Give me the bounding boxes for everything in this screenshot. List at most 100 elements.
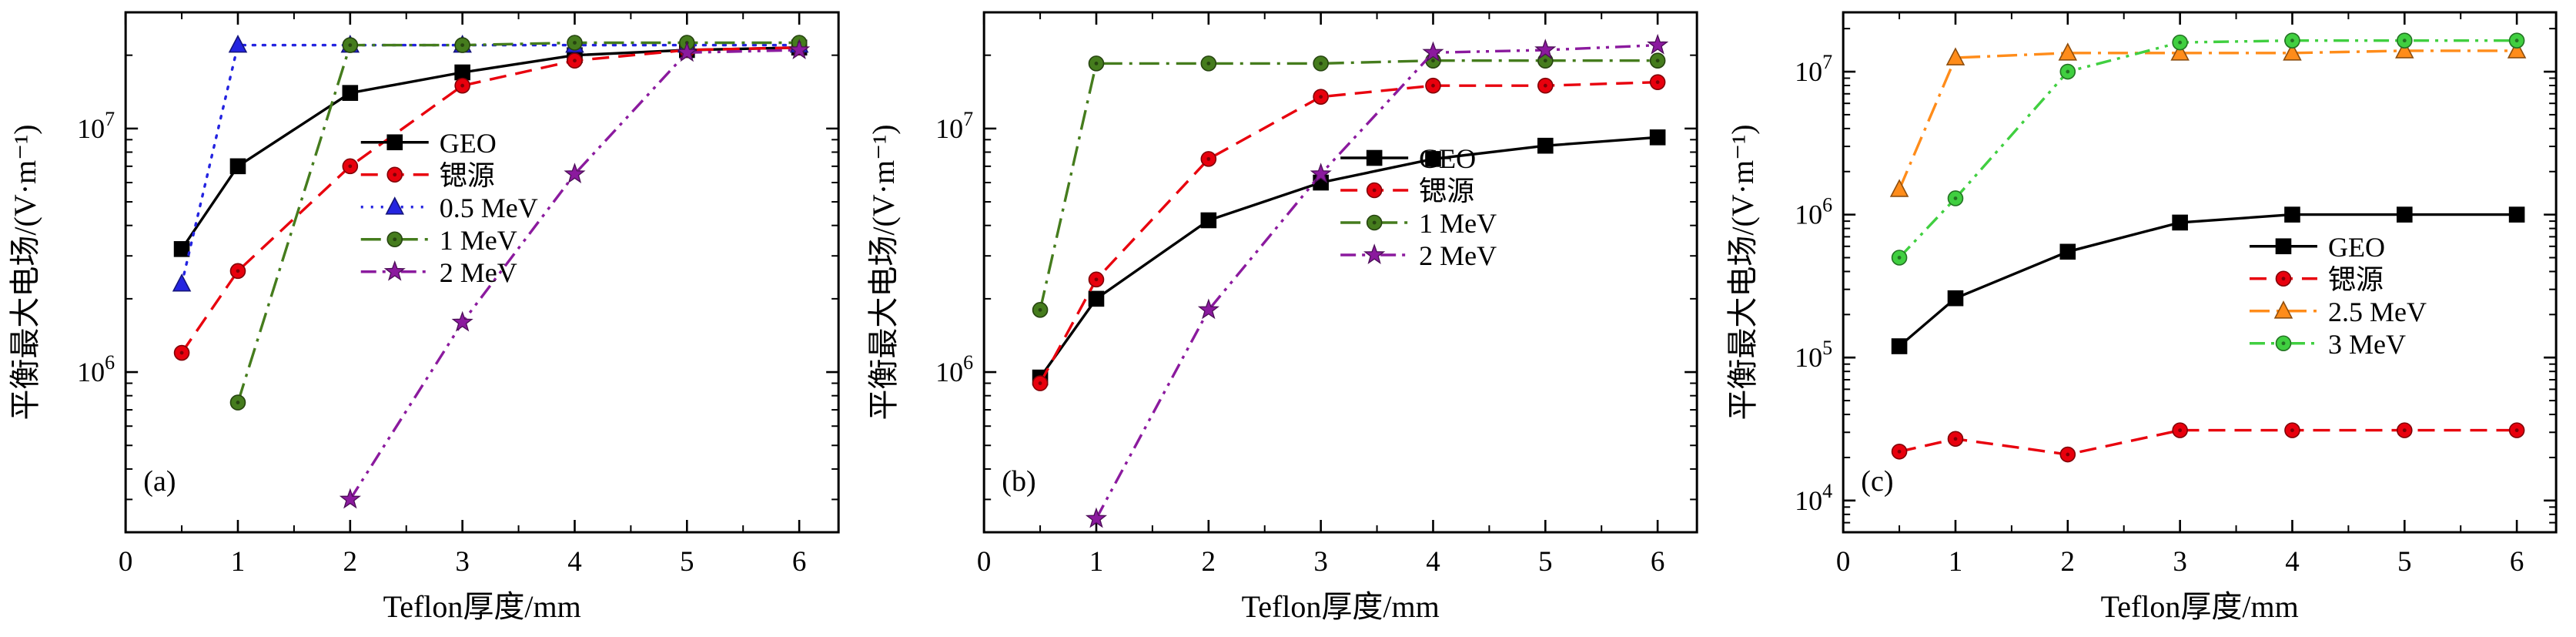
x-tick-label: 1 (1948, 546, 1962, 578)
x-tick-label: 2 (343, 546, 358, 578)
circle-marker-dot (1953, 196, 1958, 200)
circle-marker-dot (236, 401, 240, 404)
circle-marker-dot (1656, 59, 1660, 63)
x-tick-label: 1 (231, 546, 246, 578)
legend-label: 2.5 MeV (2328, 297, 2427, 327)
y-tick-label: 106 (935, 351, 973, 387)
x-tick-label: 6 (792, 546, 807, 578)
axes (1842, 11, 2558, 534)
circle-marker-dot (2514, 39, 2519, 43)
x-axis-title: Teflon厚度/mm (383, 589, 581, 624)
axis-labels: 0 1 2 3 4 5 6 104 105 106 107 平衡最大电场/(V·m⁻¹) Teflon厚… (1725, 51, 2524, 624)
x-tick-label: 5 (680, 546, 694, 578)
y-tick-label: 107 (77, 108, 115, 144)
square-marker (342, 85, 359, 101)
square-marker (1367, 149, 1383, 166)
series-line-1 (1039, 81, 1658, 384)
circle-marker-dot (573, 59, 577, 63)
circle-marker-dot (2177, 428, 2182, 433)
triangle-marker (172, 273, 192, 292)
series-line-3 (1898, 39, 2517, 259)
series-line-1 (1899, 428, 2517, 456)
square-marker (2283, 206, 2300, 223)
square-marker (2508, 206, 2525, 223)
circle-marker-dot (1319, 61, 1323, 65)
star-marker (788, 39, 811, 59)
x-tick-label: 6 (1651, 546, 1665, 578)
x-tick-label: 3 (455, 546, 470, 578)
y-tick-label: 106 (1795, 194, 1832, 230)
star-marker (676, 41, 698, 62)
x-tick-label: 0 (977, 546, 992, 578)
axes (982, 11, 1698, 534)
series-markers-0 (1891, 206, 2525, 354)
series-line-2 (1898, 49, 2517, 190)
square-marker (1650, 129, 1666, 146)
circle-marker-dot (2290, 39, 2294, 43)
y-axis-title: 平衡最大电场/(V·m⁻¹) (1725, 124, 1760, 420)
star-marker (564, 163, 586, 183)
x-tick-label: 2 (1202, 546, 1216, 578)
triangle-marker (385, 196, 404, 215)
x-tick-label: 6 (2510, 546, 2524, 578)
legend-label: 2 MeV (440, 257, 517, 288)
chart-panel-a: 0 1 2 3 4 5 6 106 107 平衡最大电场/(V·m⁻¹) Teflon厚度/mm GE… (0, 0, 858, 637)
series-line-0 (1039, 136, 1658, 379)
circle-marker-dot (1094, 277, 1099, 282)
circle-marker-dot (1206, 61, 1211, 65)
legend-label: GEO (2328, 232, 2385, 263)
triangle-marker (1889, 179, 1909, 197)
square-marker (386, 134, 403, 151)
series-group (1032, 33, 1669, 528)
star-marker (1647, 33, 1669, 55)
square-marker (2396, 206, 2413, 223)
x-tick-label: 4 (567, 546, 582, 578)
series-markers-3 (1891, 32, 2525, 266)
circle-marker-dot (393, 237, 397, 242)
square-marker (1891, 338, 1908, 354)
legend-label: 锶源 (1419, 176, 1474, 206)
axis-labels: 0 1 2 3 4 5 6 106 107 平衡最大电场/(V·m⁻¹) Teflon厚度/mm (866, 108, 1664, 624)
x-tick-label: 0 (119, 546, 133, 578)
star-marker (1363, 243, 1386, 264)
y-axis-title: 平衡最大电场/(V·m⁻¹) (8, 124, 42, 420)
plot-frame (982, 11, 1698, 534)
triangle-marker (2507, 40, 2527, 59)
chart-c: 0 1 2 3 4 5 6 104 105 106 107 平衡最大电场/(V·m⁻¹) Teflon厚… (1725, 11, 2558, 624)
panel-label: (a) (143, 465, 176, 498)
series-line-3 (236, 41, 800, 404)
circle-marker-dot (393, 173, 397, 177)
legend-label: 1 MeV (1419, 208, 1497, 239)
circle-marker-dot (1544, 59, 1548, 63)
circle-marker-dot (1897, 449, 1902, 454)
x-tick-label: 1 (1089, 546, 1104, 578)
circle-marker-dot (1544, 83, 1548, 88)
circle-marker-dot (2177, 40, 2182, 45)
circle-marker-dot (1656, 80, 1660, 85)
chart-panel-b: 0 1 2 3 4 5 6 106 107 平衡最大电场/(V·m⁻¹) Teflon厚度/mm GE… (858, 0, 1717, 637)
x-tick-label: 5 (1538, 546, 1553, 578)
panel-label: (b) (1002, 465, 1036, 498)
circle-marker-dot (1953, 437, 1958, 441)
legend-label: 锶源 (440, 160, 495, 191)
series-markers-2 (1889, 40, 2527, 197)
square-marker (173, 241, 190, 257)
star-marker (1086, 507, 1108, 528)
square-marker (2059, 243, 2076, 260)
series-markers-1 (1032, 74, 1666, 391)
y-tick-label: 106 (77, 351, 115, 387)
circle-marker-dot (1319, 95, 1323, 99)
star-marker (1422, 41, 1444, 62)
legend-label: 2 MeV (1419, 240, 1497, 271)
circle-marker-dot (2402, 428, 2407, 433)
legend-label: 锶源 (2328, 264, 2384, 295)
square-marker (454, 64, 470, 81)
x-tick-label: 4 (2285, 546, 2300, 578)
x-tick-label: 2 (2060, 546, 2075, 578)
y-tick-label: 107 (1795, 51, 1832, 87)
circle-marker-dot (460, 83, 465, 88)
triangle-marker (2058, 42, 2077, 61)
y-tick-label: 105 (1795, 337, 1832, 373)
series-group (172, 34, 811, 509)
